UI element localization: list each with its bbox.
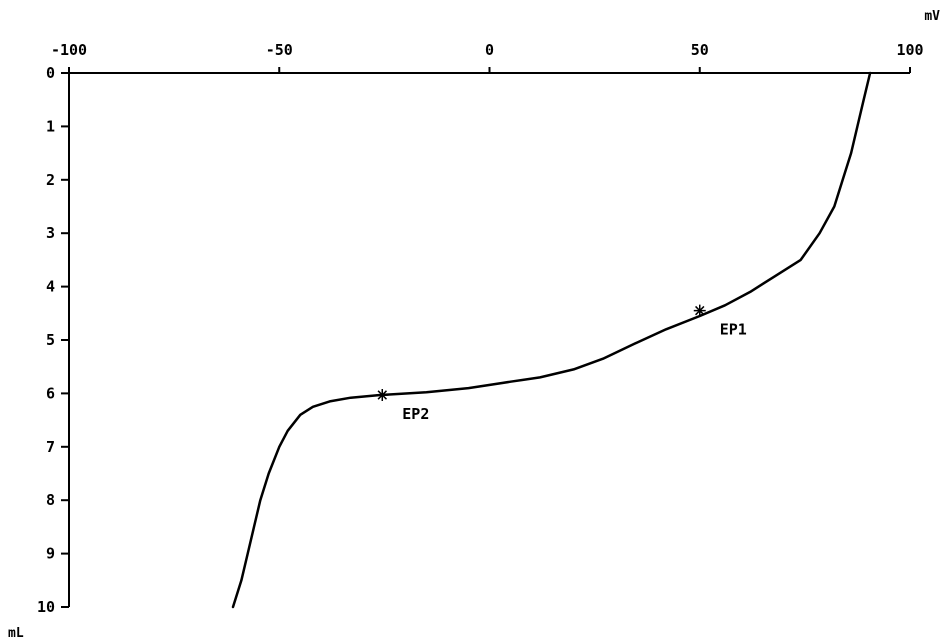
endpoint-markers: EP1 EP2: [376, 304, 747, 423]
axes: -100 -50 0 50 100 0 1 2 3 4 5 6 7 8 9 10 mV mL: [8, 9, 940, 641]
endpoint-label-ep2: EP2: [402, 405, 429, 423]
y-tick-label: 6: [46, 384, 55, 402]
curve-layer: [231, 71, 872, 609]
y-tick-label: 4: [46, 278, 55, 296]
endpoint-marker-ep1: [693, 304, 706, 317]
x-tick-label: 0: [485, 41, 494, 59]
y-tick-label: 10: [37, 598, 55, 616]
y-tick-label: 1: [46, 117, 55, 135]
x-tick-label: -50: [266, 41, 293, 59]
x-tick-label: 100: [896, 41, 923, 59]
y-tick-label: 0: [46, 64, 55, 82]
x-tick-label: 50: [691, 41, 709, 59]
y-tick-label: 7: [46, 438, 55, 456]
y-axis-unit-label: mL: [8, 626, 24, 641]
x-axis-unit-label: mV: [924, 9, 940, 24]
endpoint-marker-ep2: [376, 389, 389, 402]
y-tick-label: 9: [46, 545, 55, 563]
x-tick-label: -100: [51, 41, 87, 59]
y-tick-label: 3: [46, 224, 55, 242]
y-tick-label: 8: [46, 491, 55, 509]
y-tick-label: 5: [46, 331, 55, 349]
titration-curve: [231, 71, 872, 609]
y-tick-label: 2: [46, 171, 55, 189]
endpoint-label-ep1: EP1: [720, 321, 747, 339]
